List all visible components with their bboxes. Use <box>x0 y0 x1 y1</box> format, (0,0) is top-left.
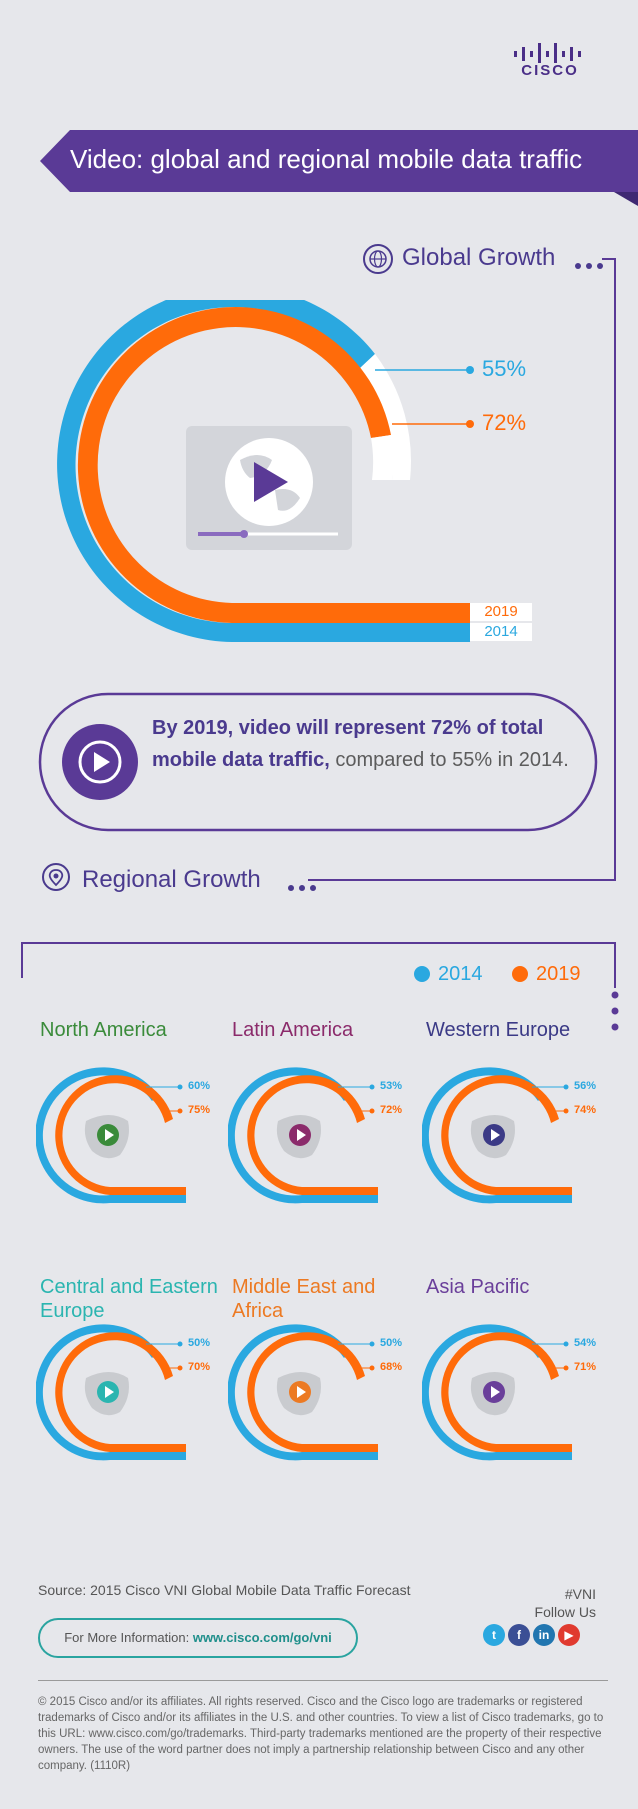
region-pct-2014: 50% <box>188 1337 211 1349</box>
footer-divider <box>38 1680 608 1681</box>
global-ring-chart <box>57 300 474 642</box>
region-pct-2014: 56% <box>574 1080 597 1092</box>
linkedin-icon[interactable]: in <box>533 1624 555 1646</box>
global-pct-2014: 55% <box>482 356 527 381</box>
region-title: North America <box>40 1019 167 1041</box>
callout-rest: compared to 55% in 2014. <box>329 749 569 771</box>
region-title: Middle East and Africa <box>232 1276 376 1322</box>
region-title: Asia Pacific <box>426 1276 530 1298</box>
cisco-wordmark: CISCO <box>521 62 579 79</box>
region-card: Latin America 53% 72% <box>222 1018 412 1268</box>
region-pct-2019: 70% <box>188 1361 211 1373</box>
facebook-icon[interactable]: f <box>508 1624 530 1646</box>
title-banner: Video: global and regional mobile data t… <box>40 130 638 206</box>
more-info-link[interactable]: www.cisco.com/go/vni <box>192 1630 332 1645</box>
dots-decor <box>575 256 608 274</box>
play-icon <box>254 462 288 502</box>
location-pin-icon <box>42 863 70 891</box>
region-title: Latin America <box>232 1019 354 1041</box>
region-pct-2014: 54% <box>574 1337 597 1349</box>
region-pct-2019: 68% <box>380 1361 403 1373</box>
ring-2019-remainder <box>371 435 394 480</box>
region-leader-lines <box>338 1084 375 1114</box>
regional-growth-title: Regional Growth <box>82 866 261 893</box>
region-pct-2019: 71% <box>574 1361 597 1373</box>
region-ring-chart <box>422 1067 572 1204</box>
ring-2019-orange <box>77 307 470 623</box>
region-pct-2019: 75% <box>188 1104 211 1116</box>
cisco-logo: CISCO <box>510 42 590 82</box>
region-card: Western Europe 56% 74% <box>416 1018 606 1268</box>
region-pct-2019: 72% <box>380 1104 403 1116</box>
globe-icon <box>363 244 393 274</box>
legend-2019: 2019 <box>512 963 581 986</box>
region-pct-2014: 60% <box>188 1080 211 1092</box>
region-leader-lines <box>146 1084 183 1114</box>
region-leader-lines <box>146 1341 183 1371</box>
global-pct-2019: 72% <box>482 410 527 435</box>
follow-us-label: Follow Us <box>534 1604 596 1620</box>
dots-decor-2 <box>288 878 321 896</box>
more-info-label: For More Information: <box>64 1630 193 1645</box>
region-ring-chart <box>422 1324 572 1461</box>
page-title: Video: global and regional mobile data t… <box>70 144 583 174</box>
region-ring-chart <box>228 1067 378 1204</box>
legend-2014: 2014 <box>414 963 483 986</box>
callout-bold: By 2019, video will represent 72% of tot… <box>152 717 544 771</box>
region-card: Middle East and Africa 50% 68% <box>222 1275 412 1525</box>
global-growth-title: Global Growth <box>402 244 556 271</box>
region-pct-2014: 53% <box>380 1080 403 1092</box>
region-leader-lines <box>338 1341 375 1371</box>
region-leader-lines <box>532 1341 569 1371</box>
region-pct-2014: 50% <box>380 1337 403 1349</box>
play-circle-icon <box>94 752 110 772</box>
youtube-icon[interactable]: ▶ <box>558 1624 580 1646</box>
callout-text: By 2019, video will represent 72% of tot… <box>152 712 582 776</box>
year-2014-label: 2014 <box>470 623 532 641</box>
source-text: Source: 2015 Cisco VNI Global Mobile Dat… <box>38 1582 411 1598</box>
legend-dot-2019 <box>512 966 528 982</box>
cisco-bars-icon <box>514 43 581 63</box>
twitter-icon[interactable]: t <box>483 1624 505 1646</box>
legend-dot-2014 <box>414 966 430 982</box>
region-ring-chart <box>36 1067 186 1204</box>
region-pct-2019: 74% <box>574 1104 597 1116</box>
copyright-text: © 2015 Cisco and/or its affiliates. All … <box>38 1696 604 1772</box>
region-title: Central and Eastern Europe <box>40 1276 218 1322</box>
region-leader-lines <box>532 1084 569 1114</box>
region-card: North America 60% 75% <box>30 1018 220 1268</box>
region-title: Western Europe <box>426 1019 571 1041</box>
year-2019-label: 2019 <box>470 603 532 621</box>
region-card: Central and Eastern Europe 50% 70% <box>30 1275 220 1525</box>
region-card: Asia Pacific 54% 71% <box>416 1275 606 1525</box>
banner-shape <box>40 130 638 206</box>
region-ring-chart <box>36 1324 186 1461</box>
region-ring-chart <box>228 1324 378 1461</box>
hashtag: #VNI <box>564 1586 596 1602</box>
more-info-box: For More Information: www.cisco.com/go/v… <box>38 1618 358 1658</box>
callout-box <box>38 692 598 832</box>
